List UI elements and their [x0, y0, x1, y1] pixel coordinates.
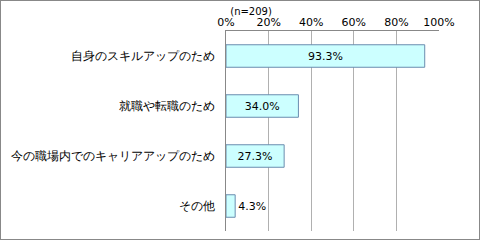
svg-text:今の職場内でのキャリアアップのため: 今の職場内でのキャリアアップのため: [11, 149, 215, 163]
svg-text:4.3%: 4.3%: [238, 200, 266, 213]
svg-text:0%: 0%: [217, 16, 234, 29]
svg-text:就職や転職のため: 就職や転職のため: [119, 99, 215, 113]
svg-text:自身のスキルアップのため: 自身のスキルアップのため: [71, 49, 215, 63]
svg-text:60%: 60%: [342, 16, 366, 29]
svg-text:(n=209): (n=209): [230, 6, 272, 17]
svg-text:93.3%: 93.3%: [308, 50, 343, 63]
svg-text:20%: 20%: [256, 16, 280, 29]
svg-text:40%: 40%: [299, 16, 323, 29]
svg-text:27.3%: 27.3%: [238, 150, 273, 163]
svg-text:34.0%: 34.0%: [245, 100, 280, 113]
svg-text:その他: その他: [179, 199, 215, 213]
svg-text:100%: 100%: [423, 16, 454, 29]
svg-text:80%: 80%: [384, 16, 408, 29]
